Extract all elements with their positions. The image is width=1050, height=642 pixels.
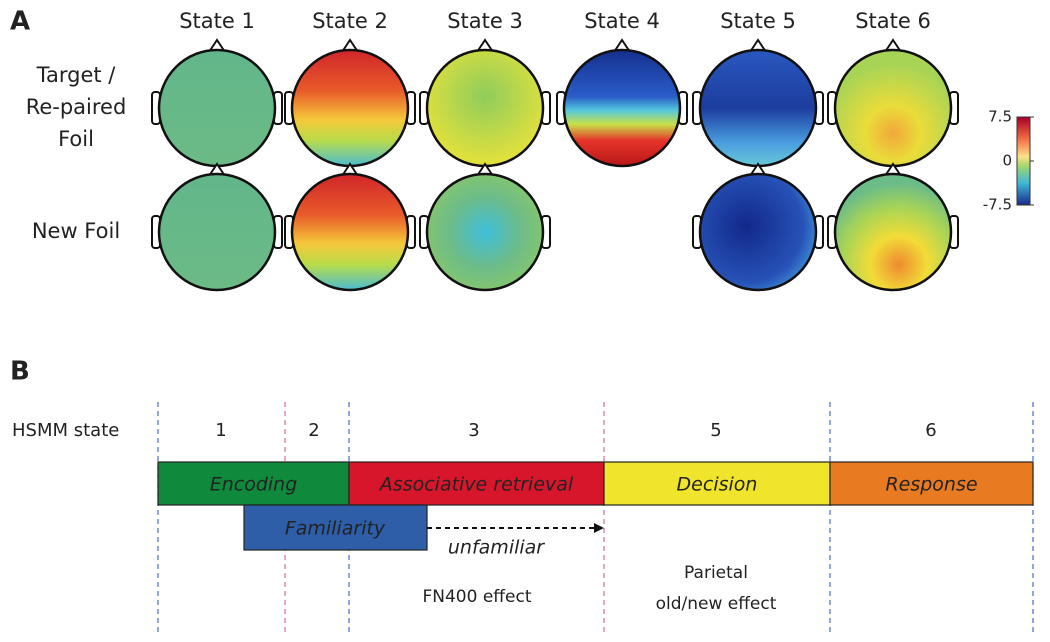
stage-bar [157,461,350,506]
state-number: 1 [215,420,226,441]
topo-map [425,172,545,292]
familiarity-bar [243,504,428,551]
stage-label: Encoding [210,474,298,496]
row-label: Target / [36,63,117,87]
state-title: State 4 [584,9,660,33]
row-label: Foil [58,127,94,151]
stage-label: Associative retrieval [378,474,574,496]
stage-bar [603,461,831,506]
topo-map [698,48,818,168]
topo-map [290,172,410,292]
state-title: State 5 [720,9,796,33]
state-number: 5 [710,420,721,441]
stage-bar [348,461,605,506]
topo-map [290,48,410,168]
state-title: State 1 [179,9,255,33]
topo-map [562,48,682,168]
effect-label: old/new effect [656,594,777,614]
colorbar-label: 7.5 [988,108,1012,126]
arrow-label: unfamiliar [448,537,545,559]
stage-bar [829,461,1034,506]
effect-label: FN400 effect [423,587,532,607]
familiarity-label: Familiarity [285,518,386,540]
state-title: State 2 [312,9,388,33]
row-label: Re-paired [26,95,127,119]
topo-map [698,172,818,292]
topo-map [157,172,277,292]
row-label: HSMM state [12,420,119,441]
row-label: New Foil [32,219,120,243]
arrow-head [594,523,604,533]
state-title: State 3 [447,9,523,33]
colorbar [1016,116,1031,206]
topo-map [425,48,545,168]
panel-label: A [10,7,30,37]
state-number: 2 [308,420,319,441]
state-number: 3 [468,420,479,441]
topo-map [157,48,277,168]
colorbar-label: 0 [1002,152,1012,170]
topo-map [833,48,953,168]
topo-map [833,172,953,292]
stage-label: Response [885,474,977,496]
state-number: 6 [925,420,936,441]
colorbar-label: -7.5 [983,196,1012,214]
stage-label: Decision [677,474,758,496]
state-title: State 6 [855,9,931,33]
effect-label: Parietal [684,563,748,583]
panel-label: B [10,357,30,387]
